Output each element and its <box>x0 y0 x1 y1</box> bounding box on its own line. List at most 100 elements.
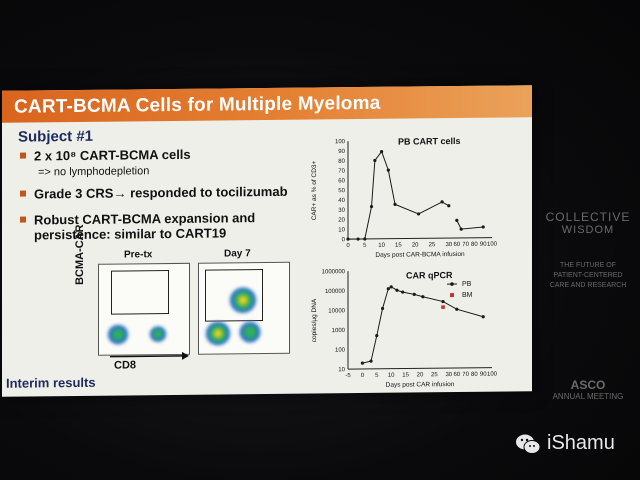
cell-cluster <box>239 321 261 344</box>
bullet-crs-text: Grade 3 CRS→ responded to tocilizumab <box>34 183 288 202</box>
ishamu-watermark: iShamu <box>515 432 615 455</box>
y-tick-label: 10000 <box>328 308 345 314</box>
y-tick-label: 0 <box>342 237 346 243</box>
data-point-pb <box>369 359 373 363</box>
y-tick-label: 20 <box>338 218 345 224</box>
pretx-label: Pre-tx <box>124 249 153 261</box>
data-point-pb <box>412 292 416 297</box>
bullet-crs: Grade 3 CRS→ responded to tocilizumab <box>20 184 288 202</box>
data-point <box>373 158 377 163</box>
x-tick-label: 5 <box>375 373 379 379</box>
side-wisdom: WISDOM <box>561 224 615 236</box>
x-tick-label: 0 <box>346 243 350 249</box>
data-point-pb <box>386 287 390 291</box>
x-tick-label: 30 <box>445 372 452 378</box>
legend-marker-bm <box>450 293 454 298</box>
y-tick-label: 1000000 <box>322 269 346 275</box>
cell-cluster <box>107 324 129 345</box>
x-axis-label: Days post CAR infusion <box>386 381 455 389</box>
y-tick-label: 1000 <box>332 328 346 334</box>
side-collective: COLLECTIVE <box>545 210 631 224</box>
x-axis <box>348 367 492 370</box>
y-tick-label: 70 <box>338 169 345 175</box>
side-future: THE FUTURE OF <box>560 262 616 269</box>
y-tick-label: 10 <box>338 367 345 373</box>
bullet-dose-text: 2 x 10⁸ CART-BCMA cells <box>34 146 191 164</box>
subject-heading: Subject #1 <box>18 127 94 146</box>
y-axis-label: CAR+ as % of CD3+ <box>311 160 318 220</box>
x-tick-label: 100 <box>487 372 498 378</box>
presentation-slide: CART-BCMA Cells for Multiple Myeloma Sub… <box>2 85 532 397</box>
wechat-icon <box>516 434 541 454</box>
slide-title: CART-BCMA Cells for Multiple Myeloma <box>14 92 381 118</box>
title-banner: CART-BCMA Cells for Multiple Myeloma <box>2 85 532 123</box>
data-point <box>481 225 485 229</box>
x-tick-label: 25 <box>429 242 436 248</box>
y-tick-label: 40 <box>338 198 345 204</box>
series-line <box>348 150 450 240</box>
x-tick-label: 90 <box>480 242 487 248</box>
data-point <box>346 237 350 241</box>
x-tick-label: 70 <box>462 242 469 248</box>
x-tick-label: 90 <box>480 372 487 378</box>
flow-plot-pretx <box>98 262 190 356</box>
data-point <box>356 237 360 241</box>
x-tick-label: 10 <box>388 373 395 379</box>
x-tick-label: 60 <box>453 242 460 248</box>
side-annual: ANNUAL MEETING <box>552 392 624 401</box>
watermark-text: iShamu <box>547 432 615 454</box>
y-tick-label: 50 <box>338 188 345 194</box>
data-point <box>416 212 421 216</box>
legend-label-pb: PB <box>462 281 472 288</box>
side-asco: ASCO <box>570 378 606 392</box>
x-tick-label: 70 <box>462 372 469 378</box>
data-point <box>459 227 463 231</box>
car-gate <box>111 270 169 315</box>
cell-cluster <box>149 326 167 343</box>
data-point <box>380 149 384 154</box>
bullet-marker <box>20 190 26 197</box>
bullet-dose: 2 x 10⁸ CART-BCMA cells <box>20 147 191 164</box>
y-axis-label: copies/µg DNA <box>311 298 318 342</box>
x-tick-label: 15 <box>402 373 409 379</box>
data-point-pb <box>421 295 425 299</box>
side-care: CARE AND RESEARCH <box>549 282 627 289</box>
y-tick-label: 100 <box>335 139 346 145</box>
x-axis-label: Days post CAR-BCMA infusion <box>375 251 465 259</box>
day7-label: Day 7 <box>224 248 251 260</box>
y-tick-label: 100 <box>335 348 346 354</box>
data-point-pb <box>360 361 365 365</box>
data-point-pb <box>395 288 399 292</box>
x-tick-label: 100 <box>487 242 498 248</box>
car-qpcr-chart: 10 100 1000 10000 100000 1000000 -5 0 5 10 15 20 25 3… <box>311 269 498 389</box>
data-point-pb <box>481 315 485 319</box>
flow-x-arrow <box>110 351 189 360</box>
data-point-pb <box>401 290 405 294</box>
y-tick-label: 80 <box>338 159 345 165</box>
data-point-pb <box>441 299 445 304</box>
x-tick-label: 5 <box>363 243 367 249</box>
data-point <box>455 218 459 222</box>
x-tick-label: 25 <box>431 372 438 378</box>
bullet-marker <box>20 216 26 223</box>
cell-cluster <box>205 321 231 346</box>
data-point-bm <box>441 305 445 309</box>
x-tick-label: 0 <box>361 373 365 379</box>
subbullet-lymphodepletion: => no lymphodepletion <box>38 165 150 179</box>
y-tick-label: 90 <box>338 149 345 155</box>
flow-y-label: BCMA-CAR <box>74 224 86 286</box>
x-tick-label: 60 <box>453 372 460 378</box>
flow-plot-day7 <box>198 261 290 355</box>
bullet-marker <box>20 152 26 159</box>
y-tick-label: 10 <box>338 227 345 233</box>
x-tick-label: 20 <box>412 242 419 248</box>
x-tick-label: 80 <box>471 372 478 378</box>
data-point <box>447 204 451 208</box>
legend-label-bm: BM <box>462 292 473 299</box>
x-tick-label: 80 <box>471 242 478 248</box>
data-point-pb <box>455 307 459 311</box>
data-point <box>386 168 390 172</box>
x-tick-label: 10 <box>378 243 385 249</box>
y-tick-label: 60 <box>338 178 345 184</box>
